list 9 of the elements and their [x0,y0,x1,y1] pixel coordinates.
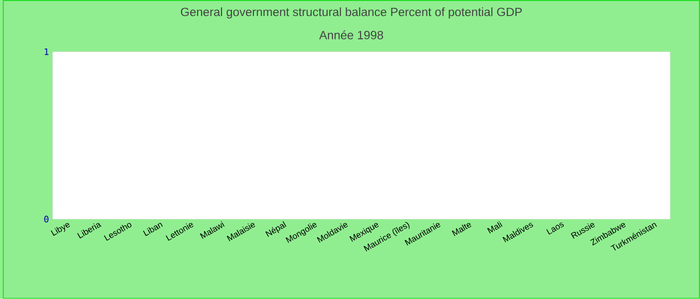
chart-title: General government structural balance Percent of potential GDP [180,7,522,19]
x-tick-label: Laos [546,222,564,235]
y-tick-label: 0 [44,216,48,223]
y-tick-label: 1 [44,48,48,56]
chart-subtitle: Année 1998 [319,30,384,40]
x-tick-label: Malte [452,223,472,236]
x-tick-label: Mali [487,221,502,234]
x-tick-label: Libye [50,223,70,236]
x-tick-label: Liban [143,222,163,236]
